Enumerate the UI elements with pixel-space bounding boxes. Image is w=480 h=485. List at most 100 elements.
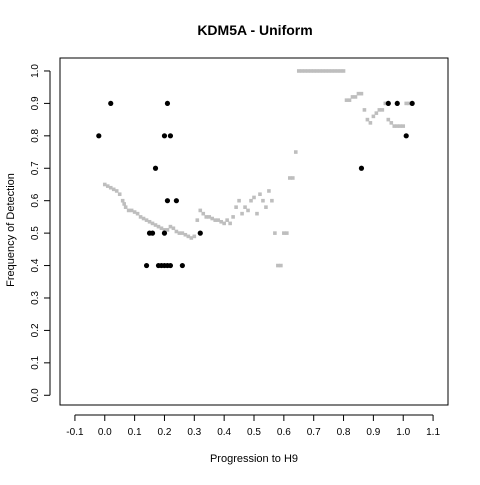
grey-point — [258, 192, 262, 197]
x-tick-label: 0.8 — [337, 427, 351, 438]
x-axis: -0.1 0.0 0.1 0.2 0.3 0.4 0.5 0.6 0.7 0.8 0.9 1.0 1.1 — [66, 414, 440, 438]
grey-point — [252, 195, 256, 200]
grey-point — [219, 219, 223, 224]
grey-point — [111, 187, 116, 192]
grey-point — [350, 95, 355, 99]
black-point — [385, 100, 391, 107]
plot-frame — [59, 57, 449, 406]
grey-point — [255, 211, 259, 216]
grey-point — [249, 198, 253, 203]
black-point — [164, 198, 171, 204]
black-point — [164, 100, 171, 107]
grey-series — [102, 69, 411, 268]
chart-title: KDM5A - Uniform — [197, 22, 312, 38]
grey-point — [237, 198, 241, 203]
grey-point — [335, 69, 340, 73]
grey-point — [380, 108, 385, 112]
black-point — [394, 100, 400, 107]
grey-point — [296, 69, 301, 73]
grey-point — [317, 69, 322, 73]
y-tick-label: 0.3 — [30, 291, 41, 305]
x-tick-label: 0.3 — [187, 427, 201, 438]
grey-point — [102, 182, 107, 187]
grey-point — [270, 198, 274, 203]
grey-point — [234, 205, 238, 209]
grey-point — [341, 69, 346, 73]
grey-point — [362, 108, 367, 112]
y-tick-label: 0.5 — [30, 226, 41, 240]
x-tick-label: -0.1 — [66, 427, 84, 438]
grey-point — [282, 231, 286, 235]
grey-point — [353, 95, 358, 99]
grey-point — [135, 211, 140, 216]
black-point — [108, 100, 114, 107]
grey-point — [108, 185, 113, 190]
grey-point — [374, 111, 379, 115]
grey-point — [264, 205, 268, 209]
grey-point — [144, 218, 149, 222]
grey-point — [261, 198, 265, 203]
grey-point — [285, 231, 289, 235]
grey-point — [141, 216, 146, 221]
y-tick-label: 0.0 — [30, 388, 41, 402]
grey-point — [189, 236, 194, 240]
grey-point — [204, 215, 209, 219]
grey-point — [225, 218, 229, 222]
black-point — [167, 133, 174, 139]
x-tick-label: 0.2 — [158, 427, 172, 438]
grey-point — [267, 189, 271, 193]
grey-point — [129, 208, 134, 213]
grey-point — [243, 205, 247, 209]
x-tick-label: 0.6 — [277, 427, 291, 438]
x-tick-label: 0.7 — [307, 427, 321, 438]
grey-point — [156, 224, 161, 229]
grey-point — [329, 69, 334, 73]
grey-point — [201, 211, 206, 216]
grey-point — [207, 215, 212, 219]
grey-point — [279, 263, 283, 268]
grey-point — [383, 101, 388, 106]
grey-point — [126, 208, 131, 213]
grey-point — [177, 231, 182, 235]
grey-point — [180, 231, 185, 235]
grey-point — [222, 221, 226, 226]
grey-point — [213, 218, 217, 222]
grey-point — [347, 98, 352, 102]
grey-point — [246, 208, 250, 213]
black-point — [197, 230, 203, 236]
grey-point — [386, 117, 391, 122]
grey-point — [401, 124, 406, 128]
grey-point — [147, 219, 152, 224]
grey-point — [302, 69, 307, 73]
grey-point — [276, 263, 280, 268]
black-point — [149, 230, 156, 236]
grey-point — [356, 91, 361, 96]
grey-point — [240, 211, 244, 216]
x-tick-label: 0.1 — [128, 427, 142, 438]
grey-point — [407, 101, 411, 106]
grey-point — [398, 124, 403, 128]
black-series — [96, 100, 415, 269]
black-point — [167, 262, 174, 269]
y-axis-label: Frequency of Detection — [5, 173, 17, 287]
black-point — [143, 262, 150, 269]
grey-point — [299, 69, 304, 73]
y-tick-label: 0.6 — [30, 193, 41, 207]
grey-point — [305, 69, 310, 73]
grey-point — [192, 234, 197, 239]
x-tick-label: 1.1 — [426, 427, 440, 438]
x-tick-label: 0.4 — [217, 427, 231, 438]
grey-point — [105, 184, 110, 188]
grey-point — [365, 117, 370, 122]
x-tick-label: 0.9 — [366, 427, 380, 438]
grey-point — [231, 215, 235, 219]
x-tick-label: 1.0 — [396, 427, 410, 438]
grey-point — [122, 202, 126, 206]
grey-point — [332, 69, 337, 73]
grey-point — [323, 69, 328, 73]
black-point — [409, 100, 415, 107]
grey-point — [368, 121, 373, 125]
grey-point — [174, 229, 179, 234]
y-tick-label: 0.8 — [30, 128, 41, 142]
